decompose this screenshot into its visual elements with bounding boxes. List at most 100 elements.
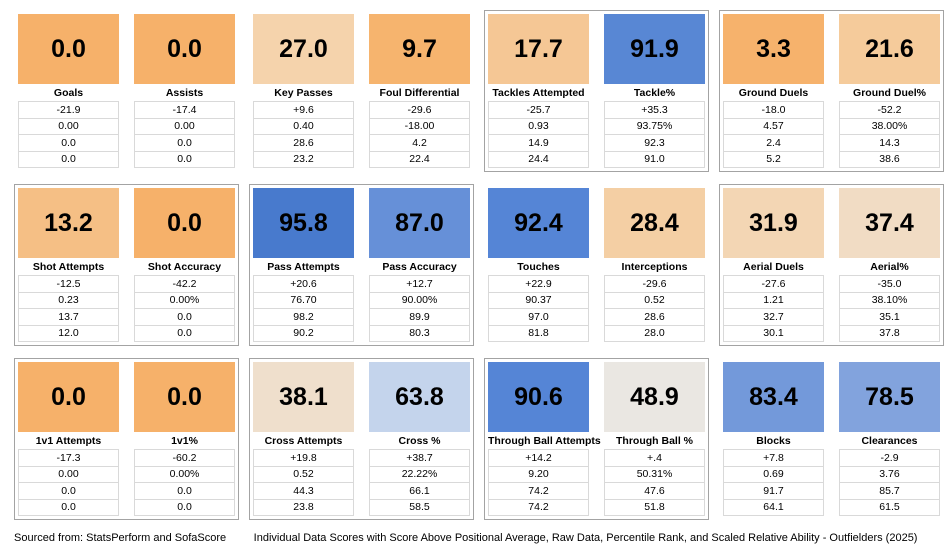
stat-table: +38.7 22.22% 66.1 58.5 <box>369 449 470 516</box>
stat-card: 38.1 Cross Attempts +19.8 0.52 44.3 23.8 <box>253 362 354 516</box>
scaled-relative-ability-cell: 22.4 <box>369 150 470 168</box>
stat-label: Key Passes <box>274 87 333 99</box>
score-box: 48.9 <box>604 362 705 432</box>
stat-card: 37.4 Aerial% -35.0 38.10% 35.1 37.8 <box>839 188 940 342</box>
stat-label: Pass Attempts <box>267 261 340 273</box>
scaled-relative-ability-cell: 0.0 <box>134 150 235 168</box>
stat-table: +14.2 9.20 74.2 74.2 <box>488 449 589 516</box>
scaled-relative-ability-cell: 24.4 <box>488 150 589 168</box>
stat-table: -52.2 38.00% 14.3 38.6 <box>839 101 940 168</box>
raw-data-cell: 0.52 <box>253 465 354 483</box>
stat-label: Cross % <box>398 435 441 447</box>
stat-card: 17.7 Tackles Attempted -25.7 0.93 14.9 2… <box>488 14 589 168</box>
scaled-relative-ability-cell: 74.2 <box>488 498 589 516</box>
percentile-rank-cell: 91.7 <box>723 482 824 500</box>
scaled-relative-ability-cell: 61.5 <box>839 498 940 516</box>
score-above-average-cell: -21.9 <box>18 101 119 119</box>
score-box: 0.0 <box>18 14 119 84</box>
score-above-average-cell: -52.2 <box>839 101 940 119</box>
raw-data-cell: 90.00% <box>369 291 470 309</box>
stat-label: Aerial% <box>870 261 909 273</box>
score-above-average-cell: -2.9 <box>839 449 940 467</box>
score-value: 78.5 <box>865 382 914 411</box>
scaled-relative-ability-cell: 80.3 <box>369 324 470 342</box>
score-box: 13.2 <box>18 188 119 258</box>
stat-card: 13.2 Shot Attempts -12.5 0.23 13.7 12.0 <box>18 188 119 342</box>
stat-table: -60.2 0.00% 0.0 0.0 <box>134 449 235 516</box>
stat-label: Tackles Attempted <box>492 87 585 99</box>
score-above-average-cell: -42.2 <box>134 275 235 293</box>
score-value: 90.6 <box>514 382 563 411</box>
score-above-average-cell: +19.8 <box>253 449 354 467</box>
stat-card: 78.5 Clearances -2.9 3.76 85.7 61.5 <box>839 362 940 516</box>
score-box: 91.9 <box>604 14 705 84</box>
score-box: 63.8 <box>369 362 470 432</box>
score-above-average-cell: +12.7 <box>369 275 470 293</box>
score-above-average-cell: -25.7 <box>488 101 589 119</box>
score-above-average-cell: +38.7 <box>369 449 470 467</box>
percentile-rank-cell: 0.0 <box>134 308 235 326</box>
stat-card: 0.0 Shot Accuracy -42.2 0.00% 0.0 0.0 <box>134 188 235 342</box>
score-box: 78.5 <box>839 362 940 432</box>
score-above-average-cell: -17.3 <box>18 449 119 467</box>
stat-label: Shot Attempts <box>32 261 105 273</box>
stat-card: 28.4 Interceptions -29.6 0.52 28.6 28.0 <box>604 188 705 342</box>
stat-label: Aerial Duels <box>743 261 804 273</box>
stat-group-bordered: 38.1 Cross Attempts +19.8 0.52 44.3 23.8… <box>249 358 474 520</box>
stat-group-bordered: 95.8 Pass Attempts +20.6 76.70 98.2 90.2… <box>249 184 474 346</box>
stat-table: -21.9 0.00 0.0 0.0 <box>18 101 119 168</box>
percentile-rank-cell: 0.0 <box>134 482 235 500</box>
stat-table: -17.4 0.00 0.0 0.0 <box>134 101 235 168</box>
raw-data-cell: 0.93 <box>488 117 589 135</box>
stat-label: Ground Duel% <box>853 87 926 99</box>
score-above-average-cell: -35.0 <box>839 275 940 293</box>
score-value: 38.1 <box>279 382 328 411</box>
score-box: 27.0 <box>253 14 354 84</box>
raw-data-cell: 4.57 <box>723 117 824 135</box>
cards-grid: 0.0 Goals -21.9 0.00 0.0 0.0 0.0 Assists… <box>14 10 951 520</box>
stat-group-bordered: 0.0 1v1 Attempts -17.3 0.00 0.0 0.0 0.0 … <box>14 358 239 520</box>
raw-data-cell: 0.23 <box>18 291 119 309</box>
raw-data-cell: 0.00 <box>134 117 235 135</box>
score-above-average-cell: +20.6 <box>253 275 354 293</box>
score-value: 0.0 <box>51 382 86 411</box>
score-value: 83.4 <box>749 382 798 411</box>
scaled-relative-ability-cell: 37.8 <box>839 324 940 342</box>
raw-data-cell: 0.00 <box>18 117 119 135</box>
score-value: 3.3 <box>756 34 791 63</box>
percentile-rank-cell: 74.2 <box>488 482 589 500</box>
score-value: 31.9 <box>749 208 798 237</box>
stat-card: 31.9 Aerial Duels -27.6 1.21 32.7 30.1 <box>723 188 824 342</box>
stat-card: 0.0 1v1% -60.2 0.00% 0.0 0.0 <box>134 362 235 516</box>
stat-label: Goals <box>53 87 84 99</box>
score-box: 38.1 <box>253 362 354 432</box>
score-above-average-cell: +14.2 <box>488 449 589 467</box>
score-value: 0.0 <box>51 34 86 63</box>
score-above-average-cell: +9.6 <box>253 101 354 119</box>
stat-card: 9.7 Foul Differential -29.6 -18.00 4.2 2… <box>369 14 470 168</box>
percentile-rank-cell: 66.1 <box>369 482 470 500</box>
stat-group: 92.4 Touches +22.9 90.37 97.0 81.8 28.4 … <box>484 184 709 346</box>
score-above-average-cell: -18.0 <box>723 101 824 119</box>
stat-table: -12.5 0.23 13.7 12.0 <box>18 275 119 342</box>
score-box: 0.0 <box>134 188 235 258</box>
footer: Sourced from: StatsPerform and SofaScore… <box>14 532 951 544</box>
percentile-rank-cell: 44.3 <box>253 482 354 500</box>
score-value: 48.9 <box>630 382 679 411</box>
stat-table: -2.9 3.76 85.7 61.5 <box>839 449 940 516</box>
score-above-average-cell: -27.6 <box>723 275 824 293</box>
raw-data-cell: 0.40 <box>253 117 354 135</box>
score-value: 0.0 <box>167 208 202 237</box>
stat-label: Tackle% <box>633 87 676 99</box>
percentile-rank-cell: 2.4 <box>723 134 824 152</box>
scaled-relative-ability-cell: 5.2 <box>723 150 824 168</box>
raw-data-cell: 90.37 <box>488 291 589 309</box>
stat-label: Ground Duels <box>738 87 809 99</box>
stat-table: -18.0 4.57 2.4 5.2 <box>723 101 824 168</box>
score-above-average-cell: +22.9 <box>488 275 589 293</box>
stat-label: Clearances <box>861 435 918 447</box>
scaled-relative-ability-cell: 12.0 <box>18 324 119 342</box>
stat-table: -27.6 1.21 32.7 30.1 <box>723 275 824 342</box>
score-value: 63.8 <box>395 382 444 411</box>
